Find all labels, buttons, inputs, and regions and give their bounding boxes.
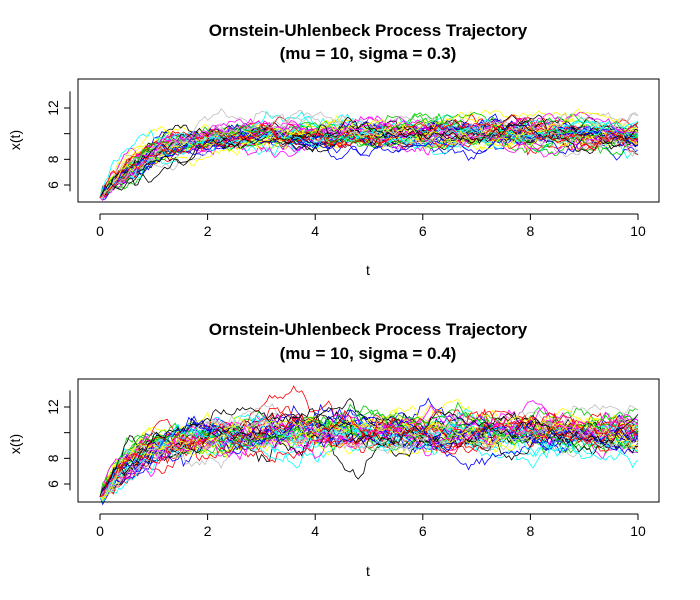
chart-title: Ornstein-Uhlenbeck Process Trajectory [209,320,528,339]
trajectory-lines [99,108,639,201]
y-tick-label: 6 [45,181,61,189]
x-tick-label: 8 [527,523,535,539]
trajectory-line [99,120,639,199]
trajectory-line [99,113,639,199]
chart-title: Ornstein-Uhlenbeck Process Trajectory [209,21,528,40]
x-tick-label: 10 [630,223,646,239]
x-tick-label: 2 [204,523,212,539]
x-axis-label: t [366,563,370,579]
y-tick-label: 12 [45,399,61,415]
trajectory-line [99,405,639,498]
x-tick-label: 6 [419,223,427,239]
trajectory-lines [99,385,639,506]
x-tick-label: 10 [630,523,646,539]
x-tick-label: 0 [96,223,104,239]
trajectory-line [99,122,639,198]
chart-panel-2: Ornstein-Uhlenbeck Process Trajectory (m… [7,320,660,579]
trajectory-line [99,109,639,199]
y-tick-label: 12 [45,100,61,116]
y-axis-label: x(t) [7,434,23,454]
trajectory-line [99,118,639,199]
trajectory-line [99,406,639,497]
x-tick-label: 6 [419,523,427,539]
trajectory-line [99,420,639,498]
trajectory-line [99,419,639,497]
plot-frame [77,378,660,503]
x-tick-label: 8 [527,223,535,239]
x-axis-label: t [366,262,370,278]
x-axis: 0 2 4 6 8 10 [96,213,646,239]
y-axis-label: x(t) [7,130,23,150]
chart-subtitle: (mu = 10, sigma = 0.3) [280,44,457,63]
trajectory-line [99,410,639,497]
y-tick-label: 6 [45,480,61,488]
x-tick-label: 2 [204,223,212,239]
x-tick-label: 4 [311,223,319,239]
y-axis: 6 8 12 [45,91,71,192]
trajectory-line [99,116,639,198]
x-tick-label: 0 [96,523,104,539]
y-tick-label: 8 [45,155,61,163]
trajectory-line [99,401,639,497]
y-tick-label: 8 [45,454,61,462]
trajectory-line [99,129,639,199]
x-tick-label: 4 [311,523,319,539]
y-axis: 6 8 12 [45,390,71,491]
trajectory-line [99,111,639,199]
chart-panel-1: Ornstein-Uhlenbeck Process Trajectory (m… [7,21,660,278]
x-axis: 0 2 4 6 8 10 [96,513,646,539]
trajectory-line [99,409,639,498]
chart-subtitle: (mu = 10, sigma = 0.4) [280,344,457,363]
plot-frame [77,78,660,203]
trajectory-line [99,114,639,198]
trajectory-line [99,414,639,497]
trajectory-line [99,111,639,199]
